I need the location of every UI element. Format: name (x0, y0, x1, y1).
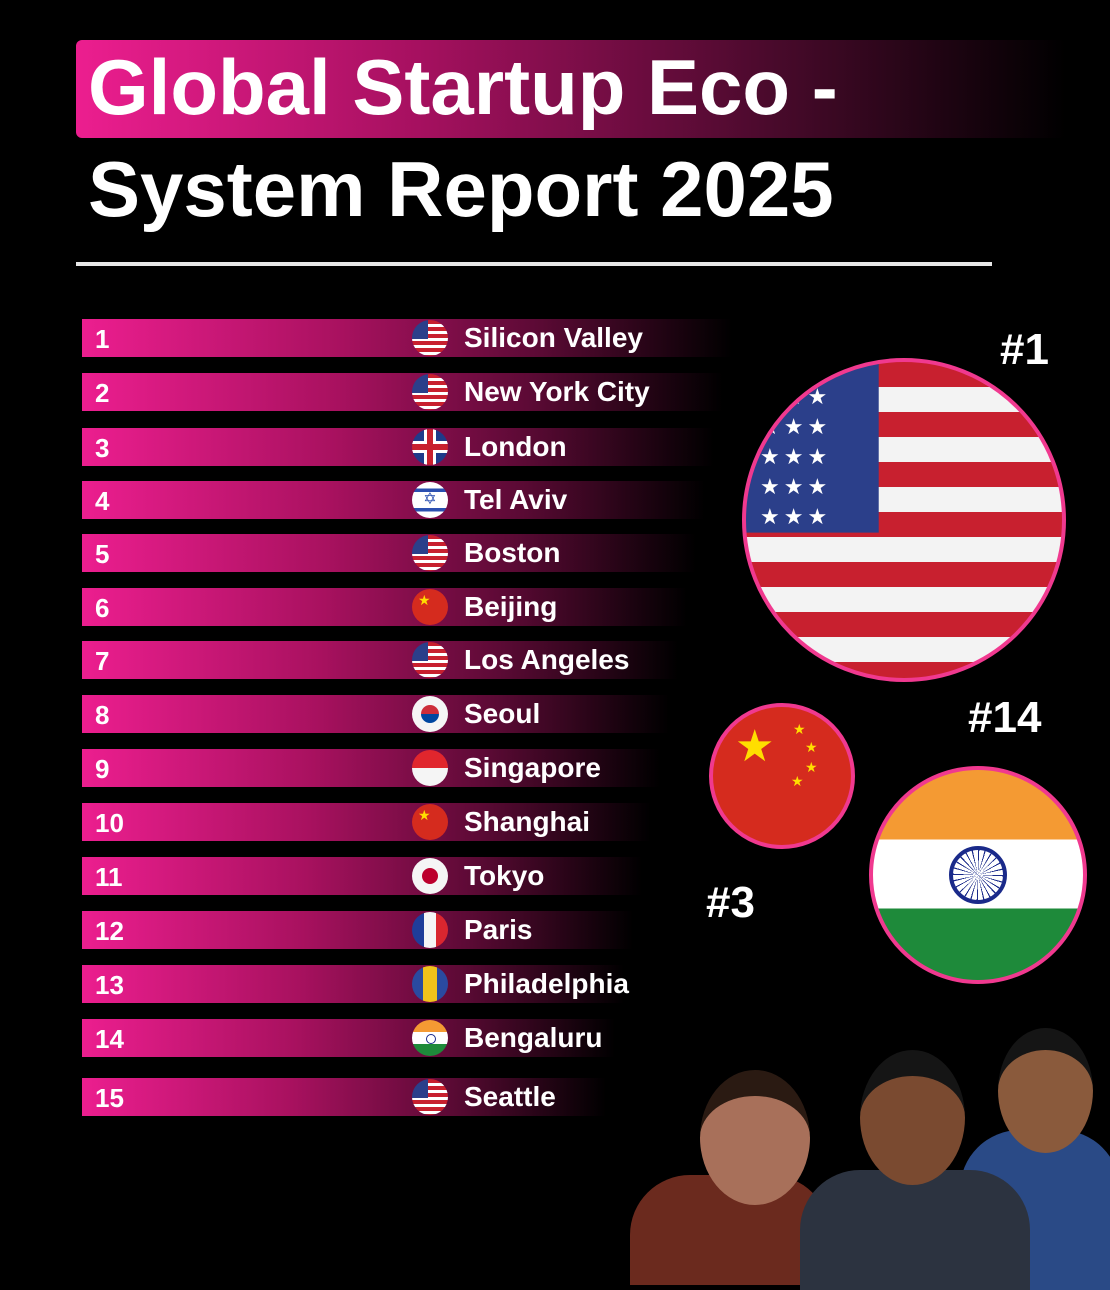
us-flag-icon (412, 535, 448, 571)
us-flag-icon (412, 1079, 448, 1115)
ranking-bar (82, 695, 669, 733)
us-flag-large: ★★★ ★★★ ★★★ ★★★ ★★★ (742, 358, 1066, 682)
us-flag-icon (412, 642, 448, 678)
rank-number: 15 (95, 1083, 124, 1113)
ranking-bar (82, 965, 624, 1003)
rank-number: 6 (95, 593, 110, 623)
rank-number: 7 (95, 646, 110, 676)
city-name: Seattle (464, 1081, 556, 1112)
star-icon: ★ (735, 722, 775, 771)
ashoka-chakra-icon (949, 846, 1007, 904)
city-name: London (464, 431, 567, 462)
rank-number: 10 (95, 808, 124, 838)
star-icon: ★ (793, 721, 806, 737)
india-rank-tag: #14 (968, 693, 1042, 742)
ranking-bar (82, 749, 660, 787)
us-rank-tag: #1 (1000, 325, 1049, 374)
fr-flag-icon (412, 912, 448, 948)
uk-flag-icon (412, 429, 448, 465)
city-name: Boston (464, 537, 561, 568)
ranking-bar (82, 857, 642, 895)
city-name: Beijing (464, 591, 558, 622)
ranking-bar (82, 534, 696, 572)
china-flag-large: ★ ★ ★ ★ ★ (709, 703, 855, 849)
city-name: Singapore (464, 752, 601, 783)
city-name: Philadelphia (464, 968, 629, 999)
ph-flag-icon (412, 966, 448, 1002)
il-flag-icon: ✡ (412, 482, 448, 518)
city-name: Los Angeles (464, 644, 630, 675)
city-name: Shanghai (464, 806, 591, 837)
ranking-bar (82, 428, 714, 466)
rank-number: 14 (95, 1024, 124, 1054)
city-name: Tel Aviv (464, 484, 568, 515)
rank-number: 11 (95, 862, 123, 892)
star-icon: ★ (805, 739, 818, 755)
star-icon: ★ (805, 759, 818, 775)
kr-flag-icon (412, 696, 448, 732)
rank-number: 3 (95, 433, 110, 463)
rank-number: 12 (95, 916, 124, 946)
ranking-bar (82, 481, 705, 519)
rank-number: 2 (95, 378, 110, 408)
ranking-bar (82, 1078, 606, 1116)
rank-number: 4 (95, 486, 110, 516)
title-highlight (76, 40, 1066, 138)
china-rank-tag: #3 (706, 878, 755, 927)
ranking-bar (82, 641, 678, 679)
city-name: Seoul (464, 698, 541, 729)
city-name: Bengaluru (464, 1022, 603, 1053)
ranking-bar (82, 588, 687, 626)
rank-number: 8 (95, 700, 110, 730)
sg-flag-icon (412, 750, 448, 786)
city-name: New York City (464, 376, 650, 407)
in-flag-icon (412, 1020, 448, 1056)
rank-number: 9 (95, 754, 110, 784)
title-divider (76, 262, 992, 266)
ranking-bar (82, 911, 633, 949)
ranking-bar (82, 373, 723, 411)
jp-flag-icon (412, 858, 448, 894)
india-flag-large (869, 766, 1087, 984)
ranking-bar (82, 319, 732, 357)
cn-flag-icon: ★ (412, 804, 448, 840)
city-name: Tokyo (464, 860, 545, 891)
us-flag-icon (412, 374, 448, 410)
rank-number: 5 (95, 539, 110, 569)
stars-icon: ★★★ ★★★ ★★★ ★★★ ★★★ (760, 384, 832, 529)
cn-flag-icon: ★ (412, 589, 448, 625)
ranking-bar (82, 803, 651, 841)
title-line-2: System Report 2025 (88, 145, 834, 233)
rank-number: 1 (95, 324, 110, 354)
ranking-bar (82, 1019, 615, 1057)
star-icon: ★ (791, 773, 804, 789)
title-line-1: Global Startup Eco - (88, 43, 838, 131)
us-flag-icon (412, 320, 448, 356)
city-name: Silicon Valley (464, 322, 643, 353)
city-name: Paris (464, 914, 533, 945)
rank-number: 13 (95, 970, 124, 1000)
